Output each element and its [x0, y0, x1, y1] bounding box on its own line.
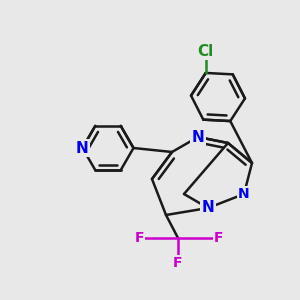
- Text: N: N: [202, 200, 214, 215]
- Text: N: N: [76, 140, 89, 155]
- Text: N: N: [192, 130, 204, 145]
- Text: F: F: [173, 256, 183, 270]
- Text: Cl: Cl: [198, 44, 214, 59]
- Text: F: F: [214, 231, 223, 245]
- Text: F: F: [135, 231, 144, 245]
- Text: N: N: [238, 187, 250, 201]
